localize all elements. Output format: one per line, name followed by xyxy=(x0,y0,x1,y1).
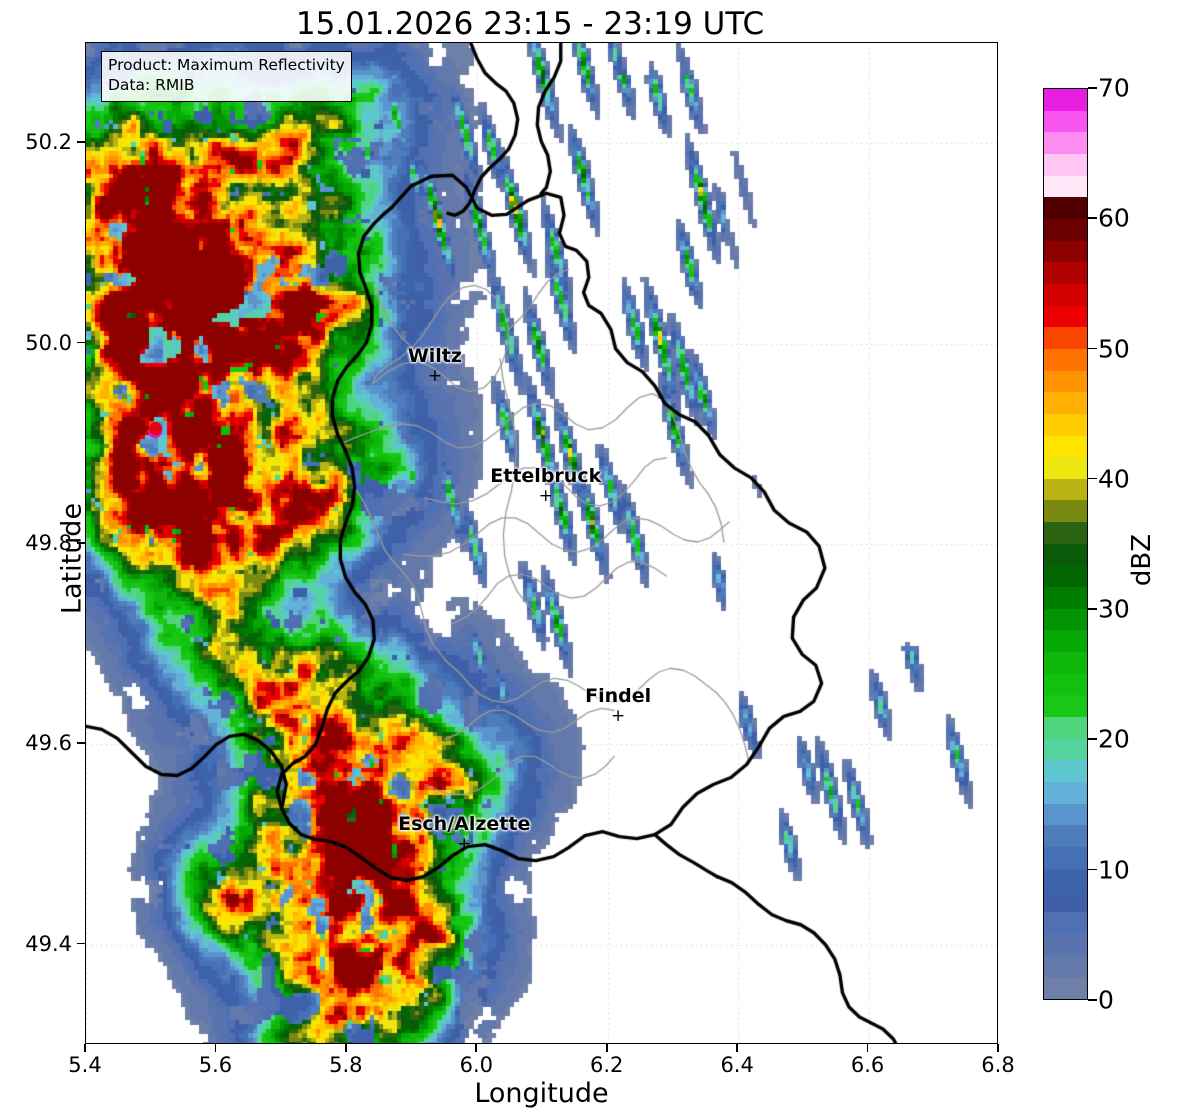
longitude-tick-mark xyxy=(866,1044,869,1052)
colorbar-band xyxy=(1044,652,1087,674)
longitude-tick-mark xyxy=(345,1044,347,1052)
longitude-tick-label: 5.6 xyxy=(198,1053,233,1077)
colorbar-tick-label: 40 xyxy=(1098,464,1130,494)
longitude-tick-mark xyxy=(605,1044,608,1052)
product-label: Product: Maximum Reflectivity xyxy=(108,56,345,74)
colorbar-tick-label: 70 xyxy=(1098,73,1130,103)
colorbar-band xyxy=(1044,608,1087,631)
latitude-tick-label: 49.8 xyxy=(25,531,72,555)
longitude-tick-label: 6.2 xyxy=(590,1053,624,1077)
longitude-tick-mark xyxy=(475,1044,478,1052)
colorbar-band xyxy=(1044,500,1087,523)
x-axis-title: Longitude xyxy=(474,1078,609,1109)
colorbar-band xyxy=(1044,673,1087,696)
colorbar-band xyxy=(1044,695,1087,718)
product-info-box: Product: Maximum Reflectivity Data: RMIB xyxy=(101,51,352,102)
colorbar-tick-mark xyxy=(1088,999,1097,1001)
colorbar-band xyxy=(1044,933,1087,956)
longitude-tick-label: 5.8 xyxy=(329,1053,363,1077)
colorbar-band xyxy=(1044,717,1087,739)
radar-site-marker[interactable] xyxy=(147,421,163,438)
colorbar-band xyxy=(1044,825,1087,847)
colorbar-band xyxy=(1044,370,1087,393)
latitude-tick-label: 50.0 xyxy=(25,330,72,355)
data-source-label: Data: RMIB xyxy=(108,75,195,94)
colorbar-band xyxy=(1044,240,1087,263)
colorbar-tick-label: 10 xyxy=(1098,855,1130,885)
colorbar-band xyxy=(1044,327,1087,349)
colorbar-band xyxy=(1044,803,1087,826)
latitude-tick-mark xyxy=(77,542,85,544)
colorbar-band xyxy=(1044,132,1087,154)
colorbar-tick-label: 60 xyxy=(1098,203,1130,233)
longitude-tick-label: 6.4 xyxy=(720,1053,754,1077)
colorbar-gradient xyxy=(1044,89,1087,999)
colorbar-tick-mark xyxy=(1088,477,1097,480)
map-plot-area[interactable]: Product: Maximum Reflectivity Data: RMIB… xyxy=(85,42,998,1044)
latitude-tick-label: 50.2 xyxy=(25,130,72,155)
colorbar-band xyxy=(1044,868,1087,891)
latitude-tick-label: 49.4 xyxy=(25,931,72,956)
longitude-tick-mark xyxy=(84,1044,86,1052)
latitude-tick-mark xyxy=(77,341,85,344)
colorbar-band xyxy=(1044,457,1087,479)
colorbar-tick-mark xyxy=(1088,87,1097,89)
colorbar-band xyxy=(1044,197,1087,219)
latitude-tick-label: 49.6 xyxy=(25,731,72,756)
borders-layer xyxy=(86,43,997,1043)
colorbar-tick-label: 20 xyxy=(1098,724,1130,754)
latitude-tick-mark xyxy=(77,141,85,143)
colorbar-band xyxy=(1044,522,1087,544)
colorbar-band xyxy=(1044,110,1087,133)
colorbar[interactable] xyxy=(1043,88,1088,1000)
colorbar-band xyxy=(1044,565,1087,588)
longitude-tick-label: 5.4 xyxy=(68,1053,102,1077)
colorbar-band xyxy=(1044,305,1087,328)
colorbar-band xyxy=(1044,976,1087,999)
colorbar-tick-mark xyxy=(1088,608,1097,610)
colorbar-band xyxy=(1044,175,1087,198)
colorbar-band xyxy=(1044,153,1087,176)
colorbar-band xyxy=(1044,283,1087,306)
colorbar-tick-mark xyxy=(1088,217,1097,219)
colorbar-band xyxy=(1044,846,1087,869)
colorbar-band xyxy=(1044,413,1087,436)
y-axis-title: Latitude xyxy=(56,502,88,615)
radar-site-dot xyxy=(149,421,163,435)
latitude-tick-mark xyxy=(77,942,85,945)
colorbar-band xyxy=(1044,543,1087,566)
longitude-tick-mark xyxy=(214,1044,217,1052)
colorbar-tick-mark xyxy=(1088,347,1097,350)
colorbar-band xyxy=(1044,630,1087,653)
longitude-tick-label: 6.0 xyxy=(459,1053,493,1077)
colorbar-band xyxy=(1044,89,1087,111)
latitude-tick-mark xyxy=(77,742,85,744)
colorbar-band xyxy=(1044,392,1087,414)
colorbar-tick-label: 50 xyxy=(1098,334,1130,364)
colorbar-title: dBZ xyxy=(1127,533,1157,587)
colorbar-band xyxy=(1044,911,1087,934)
colorbar-band xyxy=(1044,262,1087,284)
colorbar-band xyxy=(1044,760,1087,782)
colorbar-band xyxy=(1044,435,1087,458)
colorbar-tick-label: 0 xyxy=(1098,985,1114,1015)
colorbar-band xyxy=(1044,890,1087,912)
colorbar-band xyxy=(1044,738,1087,761)
longitude-tick-label: 6.8 xyxy=(981,1053,1015,1077)
colorbar-tick-label: 30 xyxy=(1098,594,1130,624)
colorbar-tick-mark xyxy=(1088,868,1097,871)
colorbar-band xyxy=(1044,218,1087,241)
colorbar-tick-mark xyxy=(1088,738,1097,741)
longitude-tick-mark xyxy=(736,1044,738,1052)
figure-title: 15.01.2026 23:15 - 23:19 UTC xyxy=(295,6,765,42)
colorbar-band xyxy=(1044,587,1087,609)
longitude-tick-mark xyxy=(997,1044,999,1052)
colorbar-band xyxy=(1044,348,1087,371)
colorbar-band xyxy=(1044,955,1087,977)
longitude-tick-label: 6.6 xyxy=(850,1053,885,1077)
colorbar-band xyxy=(1044,478,1087,501)
colorbar-band xyxy=(1044,782,1087,804)
